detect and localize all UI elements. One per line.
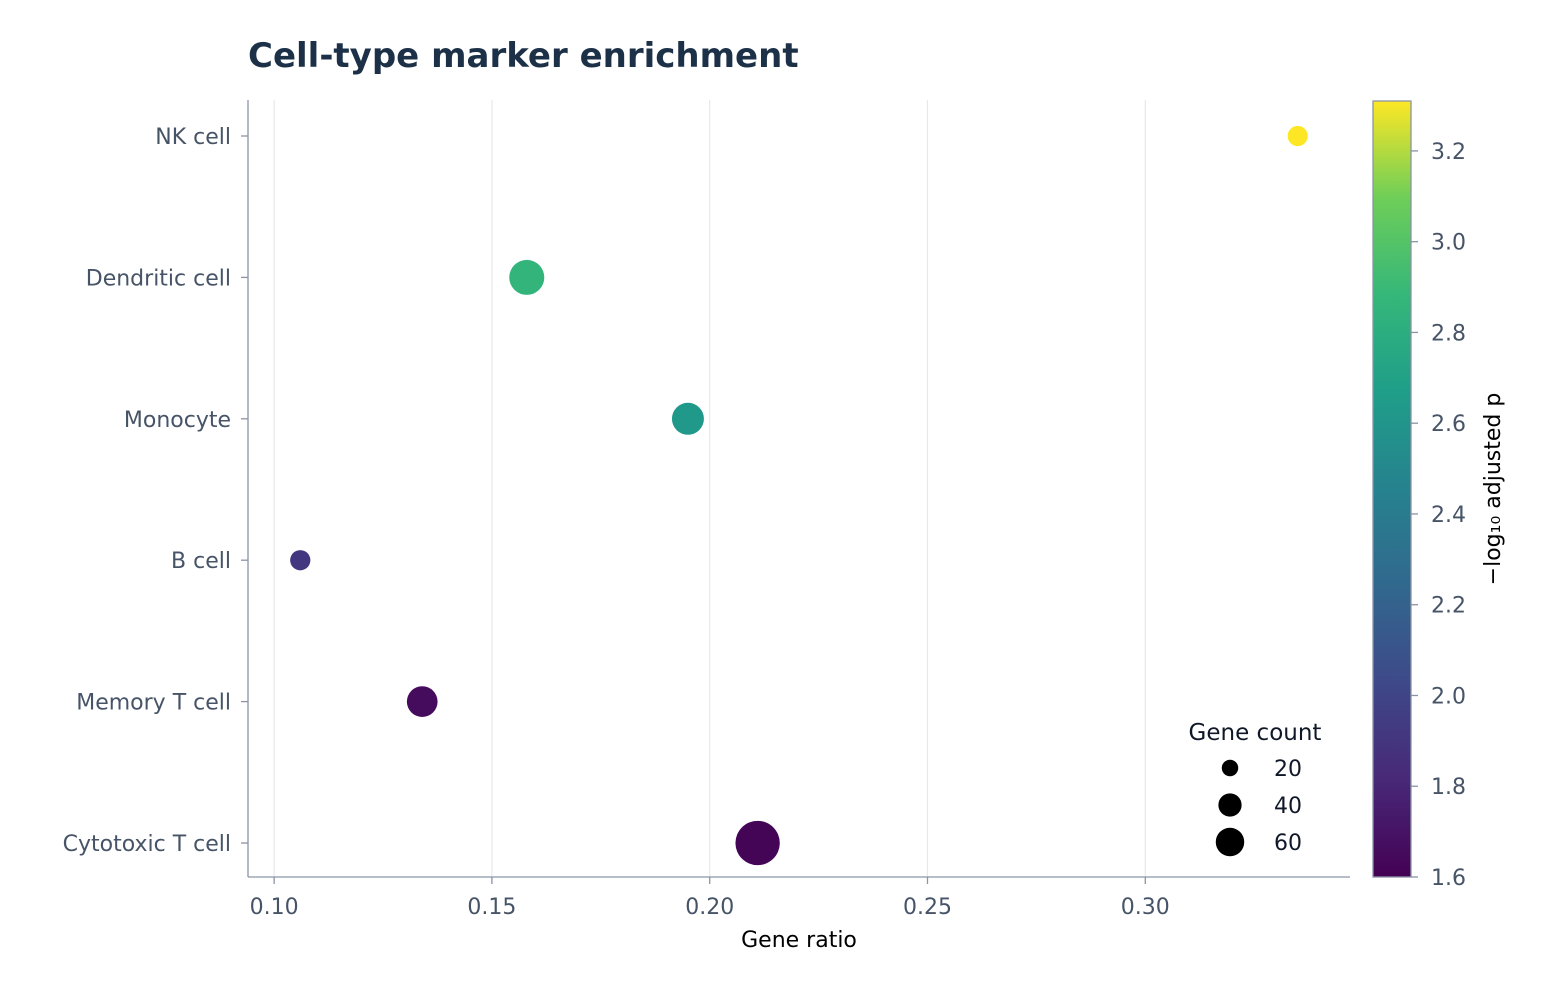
grid-lines <box>273 100 1146 877</box>
colorbar-tick-label: 2.8 <box>1431 321 1466 346</box>
y-tick-label: Monocyte <box>124 408 231 433</box>
data-point <box>406 686 438 717</box>
data-point <box>290 550 311 571</box>
colorbar-tick-label: 1.6 <box>1431 866 1466 891</box>
data-point <box>735 820 780 866</box>
y-tick-label: Memory T cell <box>76 691 231 716</box>
colorbar-tick-label: 3.0 <box>1431 231 1466 256</box>
colorbar-tick-label: 2.2 <box>1431 594 1466 619</box>
x-axis-ticks: 0.10 0.15 0.20 0.25 0.30 <box>250 877 1170 920</box>
x-tick-label: 0.30 <box>1121 895 1170 920</box>
size-legend-label: 60 <box>1274 831 1302 856</box>
y-axis-ticks: NK cell Dendritic cell Monocyte B cell Memor… <box>63 125 248 857</box>
data-point <box>671 402 704 435</box>
data-points <box>290 125 1308 866</box>
size-legend: Gene count 20 40 60 <box>1189 720 1322 857</box>
x-axis-label: Gene ratio <box>741 928 857 953</box>
colorbar <box>1372 100 1412 878</box>
data-point <box>509 259 545 295</box>
size-legend-marker <box>1221 759 1239 777</box>
colorbar-tick-label: 2.4 <box>1431 503 1466 528</box>
size-legend-marker <box>1218 793 1242 817</box>
y-tick-label: Dendritic cell <box>86 266 231 291</box>
colorbar-tick-label: 2.0 <box>1431 684 1466 709</box>
y-tick-label: NK cell <box>155 125 231 150</box>
y-tick-label: Cytotoxic T cell <box>63 832 231 857</box>
colorbar-tick-label: 2.6 <box>1431 412 1466 437</box>
colorbar-tick-label: 1.8 <box>1431 775 1466 800</box>
x-tick-label: 0.10 <box>250 895 299 920</box>
colorbar-gradient <box>1372 100 1412 878</box>
chart-title: Cell-type marker enrichment <box>248 36 799 76</box>
colorbar-label: −log₁₀ adjusted p <box>1481 393 1506 586</box>
size-legend-label: 40 <box>1274 794 1302 819</box>
x-tick-label: 0.25 <box>903 895 952 920</box>
y-tick-label: B cell <box>171 549 231 574</box>
axes <box>247 100 1350 878</box>
x-tick-label: 0.20 <box>685 895 734 920</box>
x-tick-label: 0.15 <box>467 895 516 920</box>
colorbar-ticks: 1.6 1.8 2.0 2.2 2.4 2.6 2.8 3.0 3.2 <box>1411 140 1466 891</box>
size-legend-title: Gene count <box>1189 720 1322 746</box>
size-legend-label: 20 <box>1274 757 1302 782</box>
colorbar-tick-label: 3.2 <box>1431 140 1466 165</box>
size-legend-marker <box>1215 827 1245 857</box>
data-point <box>1287 125 1308 147</box>
